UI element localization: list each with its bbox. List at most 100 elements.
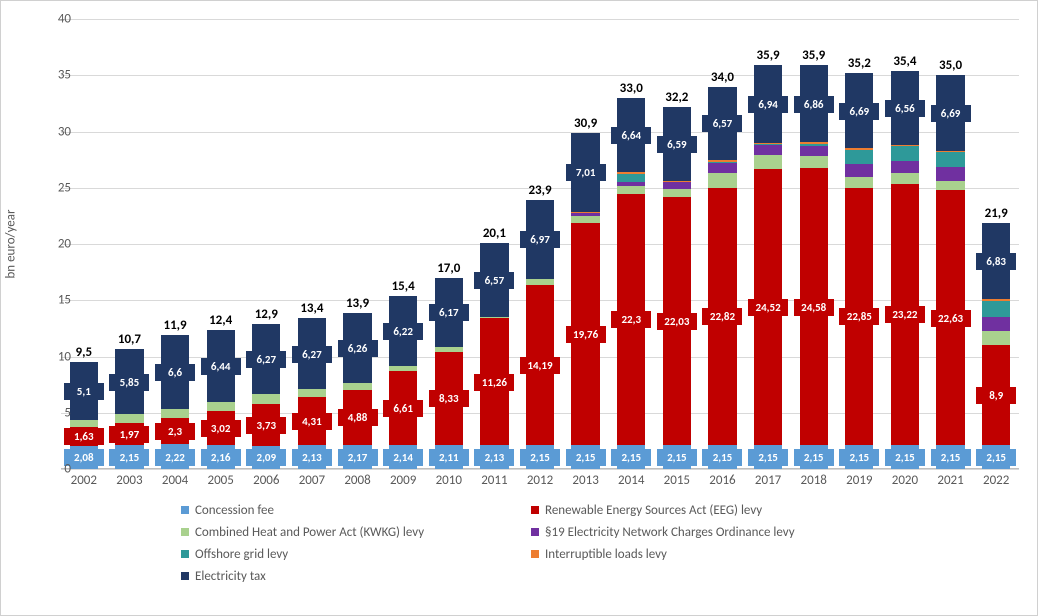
seg-s19 [708,163,736,173]
seg-kwkg [389,366,417,371]
total-label: 12,4 [209,313,232,328]
seg-kwkg [161,409,189,418]
seg-s19 [571,212,599,216]
x-tick-label: 2013 [572,473,598,488]
seg-offshore [754,144,782,145]
seg-label-eeg: 23,22 [885,306,925,323]
seg-kwkg [800,156,828,168]
y-tick-label: 20 [41,237,71,252]
seg-label-concession: 2,22 [155,449,195,466]
seg-kwkg [982,331,1010,345]
x-tick-label: 2008 [344,473,370,488]
y-tick-label: 35 [41,68,71,83]
y-tick-label: 5 [41,405,71,420]
total-label: 13,4 [300,301,323,316]
seg-s19 [936,167,964,182]
seg-label-etax: 6,56 [885,100,925,117]
y-tick-label: 25 [41,180,71,195]
x-tick-label: 2009 [390,473,416,488]
legend-label: Interruptible loads levy [545,547,667,562]
x-tick-label: 2012 [527,473,553,488]
seg-label-concession: 2,15 [520,449,560,466]
total-label: 30,9 [574,116,597,131]
seg-label-concession: 2,15 [748,449,788,466]
y-tick-label: 0 [41,462,71,477]
seg-label-eeg: 4,88 [338,409,378,426]
y-tick-label: 30 [41,124,71,139]
seg-kwkg [435,347,463,351]
x-tick-label: 2018 [801,473,827,488]
seg-label-concession: 2,15 [611,449,651,466]
seg-label-etax: 6,59 [657,136,697,153]
legend-swatch [181,506,189,514]
seg-label-concession: 2,15 [839,449,879,466]
seg-label-concession: 2,16 [201,449,241,466]
gridline [61,75,1019,76]
legend-item: Electricity tax [181,569,531,584]
chart-container: bn euro/year 2,081,635,12,151,975,852,22… [0,0,1038,616]
seg-label-eeg: 22,85 [839,308,879,325]
seg-label-eeg: 11,26 [474,374,514,391]
legend-label: §19 Electricity Network Charges Ordinanc… [545,525,795,540]
total-label: 35,4 [893,54,916,69]
seg-kwkg [526,279,554,286]
seg-label-etax: 6,6 [155,364,195,381]
seg-label-etax: 6,57 [474,272,514,289]
seg-label-concession: 2,15 [931,449,971,466]
total-label: 35,0 [939,58,962,73]
total-label: 35,2 [848,56,871,71]
total-label: 35,9 [802,48,825,63]
y-tick-label: 10 [41,349,71,364]
seg-label-etax: 6,83 [976,253,1016,270]
seg-kwkg [252,394,280,403]
seg-label-etax: 6,94 [748,96,788,113]
seg-label-concession: 2,15 [976,449,1016,466]
seg-kwkg [845,177,873,188]
seg-label-eeg: 24,58 [794,299,834,316]
seg-offshore [936,152,964,167]
legend-swatch [181,550,189,558]
gridline [61,19,1019,20]
seg-label-eeg: 22,03 [657,313,697,330]
seg-interruptible [891,145,919,146]
legend-item: §19 Electricity Network Charges Ordinanc… [531,525,881,540]
legend-label: Combined Heat and Power Act (KWKG) levy [195,525,424,540]
x-tick-label: 2017 [755,473,781,488]
x-tick-label: 2014 [618,473,644,488]
seg-label-eeg: 2,3 [155,423,195,440]
legend-item: Combined Heat and Power Act (KWKG) levy [181,525,531,540]
seg-interruptible [708,160,736,161]
total-label: 9,5 [76,345,93,360]
seg-label-etax: 7,01 [566,164,606,181]
seg-label-etax: 6,64 [611,127,651,144]
legend-row: Combined Heat and Power Act (KWKG) levy §… [181,521,881,543]
y-axis-title: bn euro/year [4,209,19,278]
seg-label-concession: 2,13 [292,449,332,466]
legend-label: Concession fee [195,503,274,518]
x-tick-label: 2020 [892,473,918,488]
seg-label-concession: 2,11 [429,449,469,466]
seg-kwkg [298,389,326,397]
seg-offshore [891,146,919,161]
seg-label-eeg: 8,9 [976,387,1016,404]
seg-interruptible [800,142,828,143]
seg-label-concession: 2,14 [383,449,423,466]
seg-kwkg [343,383,371,390]
legend: Concession feeRenewable Energy Sources A… [181,499,881,587]
total-label: 32,2 [665,90,688,105]
seg-s19 [663,182,691,189]
seg-offshore [845,150,873,165]
seg-interruptible [982,299,1010,300]
x-tick-label: 2007 [299,473,325,488]
seg-label-concession: 2,09 [246,449,286,466]
plot-area: 2,081,635,12,151,975,852,222,36,62,163,0… [61,19,1019,469]
total-label: 35,9 [757,48,780,63]
legend-item: Interruptible loads levy [531,547,881,562]
seg-kwkg [708,173,736,188]
legend-row: Electricity tax [181,565,881,587]
seg-label-eeg: 19,76 [566,326,606,343]
seg-interruptible [663,181,691,182]
seg-offshore [800,144,828,146]
seg-s19 [891,161,919,174]
seg-label-etax: 6,27 [292,346,332,363]
